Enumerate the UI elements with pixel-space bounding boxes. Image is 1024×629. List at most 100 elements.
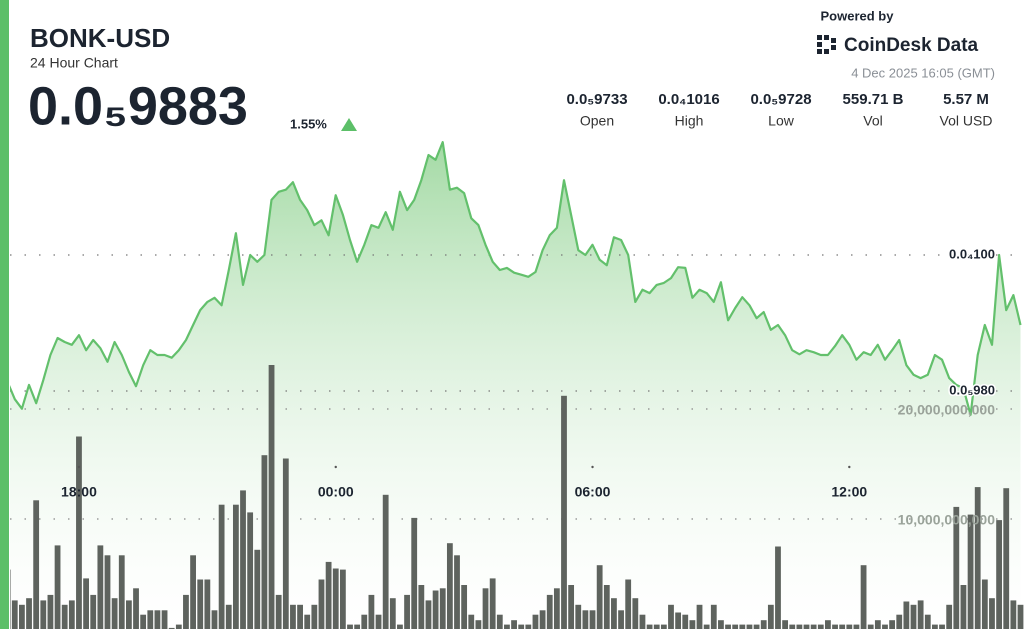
volume-bar [675,612,682,629]
volume-bar [225,604,232,629]
volume-bar [76,436,82,629]
volume-bar [297,604,303,629]
volume-bar [568,585,575,629]
volume-bar [282,458,289,629]
volume-bar [133,588,139,629]
volume-bar [97,545,104,629]
x-tick-label: 00:00 [318,484,354,500]
volume-bar [446,543,453,629]
volume-bar [1003,488,1010,629]
volume-bar [10,569,11,629]
volume-bar [817,624,824,629]
volume-bar [511,620,517,629]
volume-bar [682,614,689,629]
volume-bar [810,624,817,629]
volume-bar [397,624,403,629]
volume-bar [504,624,510,629]
x-tick [77,465,81,469]
volume-bar [974,487,981,629]
volume-bar [632,598,639,629]
volume-bar [439,588,446,629]
x-tick [334,465,337,469]
volume-bar [924,614,931,629]
stat-label: High [675,113,704,129]
volume-bar [946,604,953,629]
volume-bar [1010,600,1017,629]
up-arrow [341,118,357,131]
accent-bar [0,0,9,629]
volume-bar [575,604,582,629]
volume-bar [118,555,125,629]
volume-bar [104,555,111,629]
volume-bar [710,604,717,629]
labels: BONK-USD 24 Hour Chart 0.0₅9883 1.55% Po… [28,8,997,527]
volume-bar [147,610,154,629]
stat-label: Vol USD [940,113,993,129]
volume-bar [896,614,903,629]
volume-bar [411,517,418,629]
volume-bar [539,610,546,629]
x-tick [591,465,594,469]
brand-logo [817,35,836,54]
volume-bar [368,594,375,629]
stat-value: 0.0₅9728 [750,91,811,108]
volume-bar [375,614,382,629]
volume-bar [461,585,468,629]
volume-bar [917,600,924,629]
volume-bar [703,624,710,629]
volume-bar [589,610,596,629]
volume-bar [639,614,646,629]
volume-bar [268,365,275,629]
volume-bar [83,578,89,629]
volume-bar [354,624,361,629]
volume-bar [204,579,211,629]
volume-bar [475,620,482,629]
volume-bar [732,624,739,629]
volume-bar [18,604,25,629]
volume-bar [168,627,175,629]
volume-bar [1017,604,1024,629]
volume-bar [11,600,18,629]
volume-bar [882,624,888,629]
x-tick-label: 06:00 [575,484,611,500]
volume-bar [325,561,332,629]
volume-bar [996,520,1003,629]
volume-bar [496,614,503,629]
volume-bar [468,614,475,629]
volume-bar [596,565,603,629]
volume-bar [603,585,610,629]
volume-bar [275,594,282,629]
volume-bar [61,604,68,629]
volume-bar [232,504,239,629]
volume-bar [347,624,353,629]
volume-bar [382,494,389,629]
volume-bar [211,610,218,629]
volume-bar [696,604,703,629]
volume-bar [125,600,132,629]
volume-bar [454,555,460,629]
volume-bar [518,624,525,629]
volume-bar [482,588,489,629]
volume-bar [553,588,560,629]
plot-area [10,141,1024,629]
volume-bar [832,624,838,629]
volume-bar [753,624,760,629]
volume-bar [261,455,268,629]
price-change: 1.55% [290,116,327,131]
volume-bar [903,601,910,629]
volume-bar [33,500,40,629]
volume-bar [782,620,789,629]
stat-value: 0.0₅9733 [566,91,627,108]
volume-bar [760,620,767,629]
stat-value: 559.71 B [843,91,904,108]
volume-bar [611,598,617,629]
volume-bar [867,624,874,629]
volume-bar [190,555,196,629]
volume-bar [839,624,846,629]
volume-bar [618,610,624,629]
volume-bar [939,624,945,629]
volume-bar [318,579,325,629]
volume-bar [254,549,261,629]
y-tick-label: 0.0₅980 [949,382,995,397]
volume-bar [803,624,810,629]
